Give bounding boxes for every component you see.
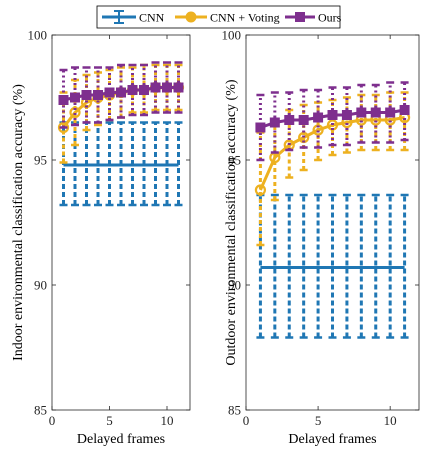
y-tick-label: 90 bbox=[228, 278, 241, 293]
y-tick-label: 90 bbox=[34, 278, 47, 293]
y-axis-label: Indoor environmental classification accu… bbox=[11, 84, 26, 361]
x-axis-label: Delayed frames bbox=[288, 432, 376, 447]
chart-indoor: 0 5 10 85 90 95 100 Delayed frames Indoor enviro… bbox=[11, 28, 191, 447]
point-ours bbox=[81, 90, 92, 100]
point-ours bbox=[327, 110, 338, 120]
point-ours bbox=[399, 105, 410, 115]
series-cnn bbox=[256, 193, 409, 339]
series-cnn bbox=[59, 121, 183, 207]
legend-marker-ours bbox=[295, 12, 305, 22]
series-ours bbox=[255, 81, 410, 162]
legend-label-ours: Ours bbox=[318, 11, 342, 25]
point-ours bbox=[58, 95, 69, 105]
series-ours bbox=[58, 61, 184, 129]
chart-outdoor: 0 5 10 85 90 95 100 Delayed frames Outdoor envir… bbox=[222, 28, 420, 447]
y-tick-label: 100 bbox=[222, 28, 242, 43]
y-tick-label: 100 bbox=[28, 28, 48, 43]
legend-label-cnn: CNN bbox=[139, 11, 165, 25]
legend-item-cnn: CNN bbox=[102, 10, 165, 25]
x-tick-label: 10 bbox=[161, 413, 174, 428]
point-ours bbox=[104, 87, 115, 98]
legend-item-cnn-voting: CNN + Voting bbox=[175, 11, 280, 25]
x-tick-label: 10 bbox=[384, 413, 397, 428]
x-tick-label: 0 bbox=[49, 413, 56, 428]
point-ours bbox=[356, 107, 367, 118]
point-ours bbox=[255, 122, 266, 133]
point-ours bbox=[127, 85, 138, 95]
point-ours bbox=[298, 115, 309, 125]
point-ours bbox=[341, 110, 352, 120]
point-ours bbox=[139, 85, 149, 95]
y-axis-label: Outdoor environmental classification acc… bbox=[224, 79, 239, 365]
point-ours bbox=[162, 82, 172, 93]
y-tick-label: 95 bbox=[34, 153, 47, 168]
legend-label-cnn-voting: CNN + Voting bbox=[210, 11, 280, 25]
point-ours bbox=[385, 107, 396, 118]
legend-marker-cnn-voting bbox=[185, 11, 197, 23]
x-tick-label: 5 bbox=[315, 413, 322, 428]
x-tick-label: 0 bbox=[243, 413, 250, 428]
legend-item-ours: Ours bbox=[285, 11, 342, 25]
legend: CNN CNN + Voting Ours bbox=[96, 5, 342, 29]
point-cnn-voting bbox=[254, 184, 267, 196]
legend-box bbox=[96, 5, 341, 29]
point-ours bbox=[150, 82, 161, 93]
x-tick-label: 5 bbox=[106, 413, 113, 428]
point-ours bbox=[269, 117, 280, 128]
axes-box bbox=[245, 34, 420, 411]
point-ours bbox=[284, 115, 295, 125]
point-cnn-voting bbox=[57, 121, 70, 134]
point-ours bbox=[93, 90, 103, 100]
point-ours bbox=[70, 92, 80, 103]
y-tick-label: 85 bbox=[34, 403, 47, 418]
x-axis-label: Delayed frames bbox=[77, 432, 165, 447]
point-ours bbox=[173, 82, 184, 93]
point-ours bbox=[370, 107, 381, 118]
y-tick-label: 85 bbox=[228, 403, 241, 418]
point-ours bbox=[116, 87, 126, 98]
y-tick-label: 95 bbox=[228, 153, 241, 168]
point-ours bbox=[313, 112, 324, 123]
axes-box bbox=[51, 34, 191, 411]
